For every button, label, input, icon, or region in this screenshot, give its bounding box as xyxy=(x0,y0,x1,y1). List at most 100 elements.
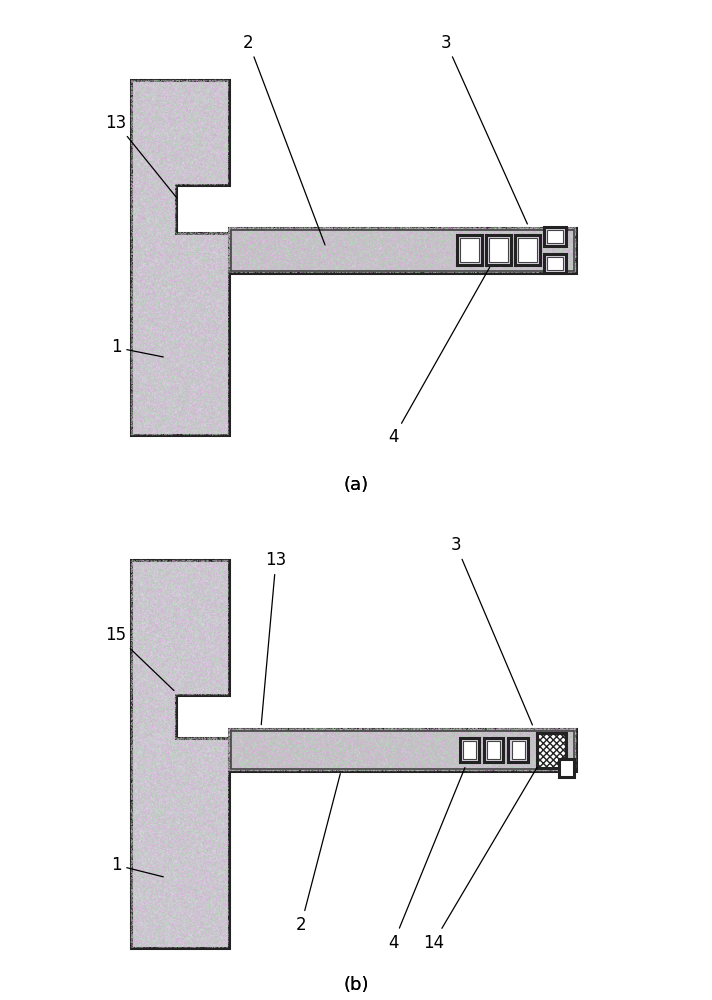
Point xyxy=(258,752,270,768)
Point xyxy=(174,299,185,315)
Point xyxy=(159,327,170,343)
Point xyxy=(145,402,157,418)
Point xyxy=(410,257,422,273)
Point xyxy=(350,232,361,248)
Point xyxy=(433,727,444,743)
Point xyxy=(261,221,272,237)
Point xyxy=(161,138,172,154)
Point xyxy=(178,616,189,632)
Point xyxy=(339,241,350,257)
Point xyxy=(168,766,179,782)
Point xyxy=(429,263,440,279)
Point xyxy=(174,403,185,419)
Point xyxy=(567,758,579,774)
Point xyxy=(253,753,264,769)
Point xyxy=(362,236,373,252)
Point xyxy=(127,923,138,939)
Point xyxy=(147,161,158,177)
Point xyxy=(161,151,172,167)
Point xyxy=(557,247,569,263)
Point xyxy=(302,731,313,747)
Point xyxy=(155,167,167,183)
Point xyxy=(312,756,323,772)
Point xyxy=(542,232,553,248)
Point xyxy=(183,351,194,367)
Point xyxy=(142,396,153,412)
Point xyxy=(151,358,162,374)
Point xyxy=(444,746,456,762)
Point xyxy=(170,908,182,924)
Point xyxy=(140,167,152,183)
Point xyxy=(188,592,199,608)
Point xyxy=(337,242,348,258)
Point xyxy=(268,230,280,246)
Point xyxy=(206,825,217,841)
Point xyxy=(187,426,199,442)
Point xyxy=(181,236,192,252)
Point xyxy=(201,400,213,416)
Point xyxy=(313,239,325,255)
Point xyxy=(369,745,380,761)
Point xyxy=(135,846,147,862)
Point xyxy=(204,670,216,686)
Point xyxy=(211,147,222,163)
Point xyxy=(550,264,562,280)
Point xyxy=(451,739,463,755)
Point xyxy=(159,337,170,353)
Point xyxy=(144,936,155,952)
Point xyxy=(430,236,441,252)
Point xyxy=(197,348,209,364)
Point xyxy=(222,269,234,285)
Point xyxy=(132,273,143,289)
Point xyxy=(506,264,518,280)
Point xyxy=(125,84,137,100)
Point xyxy=(132,162,144,178)
Point xyxy=(204,95,215,111)
Point xyxy=(446,727,457,743)
Point xyxy=(165,575,177,591)
Point xyxy=(538,744,550,760)
Point xyxy=(209,626,221,642)
Point xyxy=(394,231,405,247)
Point xyxy=(210,646,221,662)
Point xyxy=(184,424,195,440)
Point xyxy=(172,732,183,748)
Point xyxy=(444,760,456,776)
Point xyxy=(388,230,399,246)
Point xyxy=(378,759,389,775)
Point xyxy=(466,726,477,742)
Point xyxy=(455,726,466,742)
Point xyxy=(293,228,304,244)
Point xyxy=(462,749,473,765)
Point xyxy=(211,159,222,175)
Point xyxy=(292,248,303,264)
Point xyxy=(157,424,169,440)
Point xyxy=(570,735,581,751)
Point xyxy=(164,662,175,678)
Point xyxy=(197,835,209,851)
Point xyxy=(534,725,545,741)
Point xyxy=(150,603,162,619)
Point xyxy=(195,295,206,311)
Point xyxy=(441,728,452,744)
Point xyxy=(180,882,192,898)
Point xyxy=(146,701,157,717)
Point xyxy=(203,870,214,886)
Point xyxy=(195,313,206,329)
Point xyxy=(409,232,420,248)
Point xyxy=(137,219,149,235)
Point xyxy=(168,577,179,593)
Point xyxy=(137,569,149,585)
Point xyxy=(211,732,222,748)
Point xyxy=(219,379,231,395)
Point xyxy=(150,106,162,122)
Point xyxy=(143,669,155,685)
Point xyxy=(541,758,553,774)
Point xyxy=(352,255,364,271)
Point xyxy=(353,264,365,280)
Point xyxy=(176,627,187,643)
Point xyxy=(216,824,228,840)
Point xyxy=(388,729,399,745)
Point xyxy=(436,226,447,242)
Point xyxy=(365,264,377,280)
